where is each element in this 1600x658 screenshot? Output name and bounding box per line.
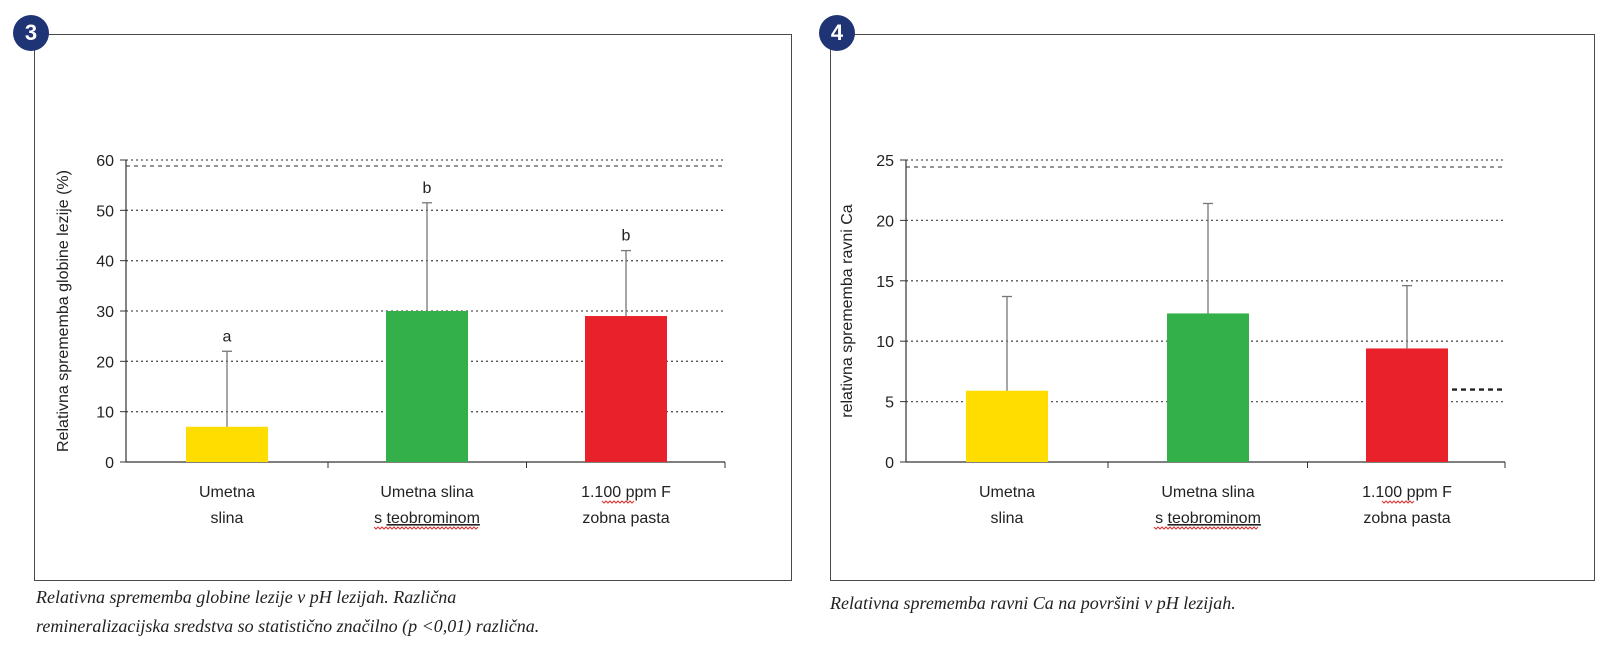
caption-4-line-1: Relativna sprememba ravni Ca na površini… — [830, 593, 1236, 613]
figure-number-badge-3: 3 — [13, 15, 49, 51]
y-tick-label: 30 — [96, 304, 114, 321]
y-tick-label: 20 — [96, 354, 114, 371]
y-tick-label: 5 — [885, 395, 894, 412]
category-label-line1-3: 1.100 ppm F — [1362, 484, 1452, 501]
category-label-line1-2: Umetna slina — [1161, 484, 1254, 501]
category-label-line1-1: Umetna — [979, 484, 1035, 501]
y-tick-label: 40 — [96, 254, 114, 271]
significance-label-3: b — [622, 228, 631, 245]
category-label-line2-1: slina — [991, 510, 1024, 527]
y-tick-label: 0 — [885, 455, 894, 472]
category-label-line2-2: s teobrominom — [374, 510, 480, 527]
figure-caption-3: Relativna sprememba globine lezije v pH … — [36, 583, 796, 641]
y-tick-label: 60 — [96, 153, 114, 170]
y-tick-label: 0 — [105, 455, 114, 472]
y-tick-label: 10 — [96, 405, 114, 422]
bar-2 — [386, 311, 468, 462]
y-axis-label: Relativna sprememba globine lezije (%) — [55, 170, 72, 452]
bar-2 — [1167, 313, 1249, 462]
category-label-line2-2: s teobrominom — [1155, 510, 1261, 527]
spellcheck-squiggle — [373, 526, 479, 530]
spellcheck-squiggle — [1381, 500, 1415, 504]
bar-chart-lesion-depth: 0 10 20 30 40 50 60 Relativna sprememba globine… — [55, 153, 726, 530]
bar-3 — [585, 316, 667, 462]
y-tick-label: 15 — [876, 274, 894, 291]
caption-3-line-2: remineralizacijska sredstva so statistič… — [36, 616, 540, 636]
significance-label-2: b — [423, 180, 432, 197]
y-tick-label: 10 — [876, 334, 894, 351]
y-tick-label: 25 — [876, 153, 894, 170]
category-label-line1-3: 1.100 ppm F — [581, 484, 671, 501]
chart-panel-3 — [34, 34, 792, 581]
y-tick-label: 50 — [96, 203, 114, 220]
caption-3-line-1: Relativna sprememba globine lezije v pH … — [36, 587, 457, 607]
category-label-line1-1: Umetna — [199, 484, 255, 501]
bar-1 — [966, 390, 1048, 462]
y-tick-label: 20 — [876, 213, 894, 230]
chart-panel-4 — [830, 34, 1595, 581]
spellcheck-squiggle — [601, 500, 635, 504]
category-label-line1-2: Umetna slina — [380, 484, 473, 501]
category-label-line2-3: zobna pasta — [1363, 510, 1450, 527]
significance-label-1: a — [223, 328, 232, 345]
category-label-line2-3: zobna pasta — [582, 510, 669, 527]
spellcheck-squiggle — [1153, 526, 1259, 530]
y-axis-label: relativna sprememba ravni Ca — [839, 204, 856, 418]
bar-1 — [186, 426, 268, 462]
figure-number-badge-4: 4 — [819, 15, 855, 51]
figure-caption-4: Relativna sprememba ravni Ca na površini… — [830, 589, 1590, 618]
bar-chart-calcium-level: 0 5 10 15 20 25 relativna sprememba ravni Ca Um… — [839, 153, 1506, 530]
bar-3 — [1366, 348, 1448, 462]
category-label-line2-1: slina — [211, 510, 244, 527]
